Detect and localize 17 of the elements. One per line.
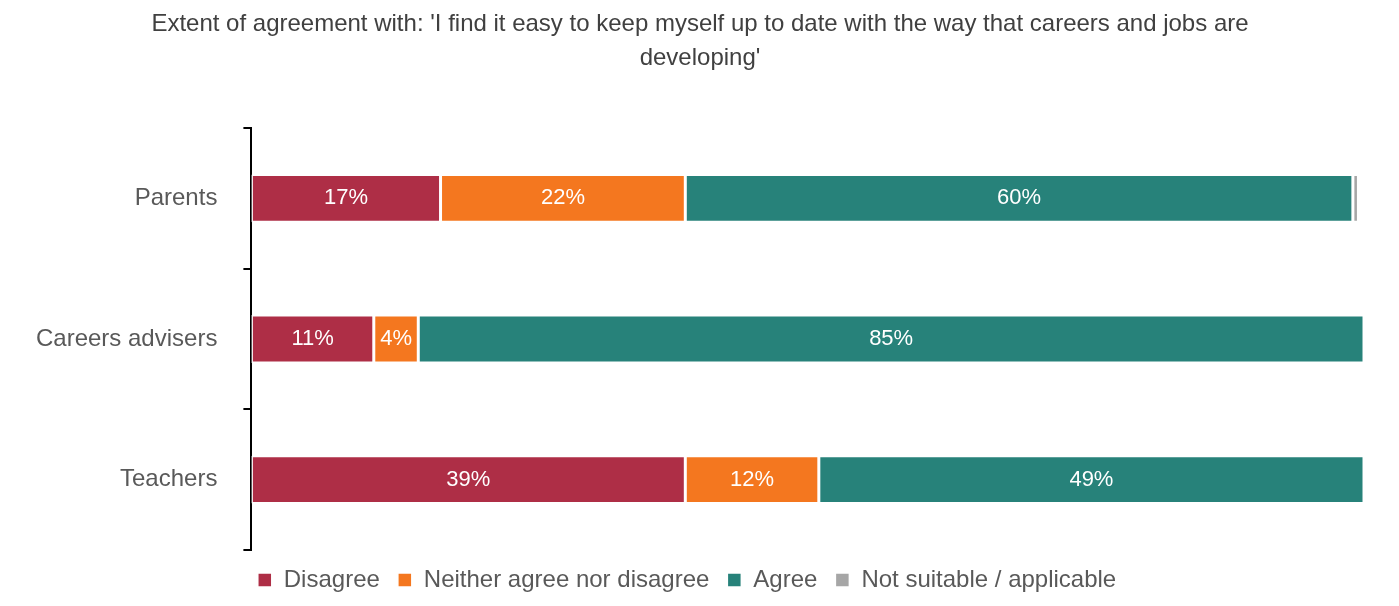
data-label: 85%: [869, 325, 914, 351]
y-tick-label: Careers advisers: [35, 323, 218, 351]
chart-title: Extent of agreement with: 'I find it easy to keep myself up to date with the way that careers and jobs are developing': [150, 8, 1250, 72]
legend-label: Neither agree nor disagree: [423, 564, 710, 592]
data-label: 39%: [446, 465, 491, 491]
y-tick-label: Parents: [134, 182, 218, 210]
data-label: 4%: [380, 325, 412, 351]
data-label: 11%: [291, 325, 334, 351]
data-label: 17%: [323, 184, 368, 210]
data-label: 22%: [540, 184, 585, 210]
legend-label: Disagree: [283, 564, 380, 592]
data-label: 49%: [1069, 465, 1114, 491]
data-label: 12%: [730, 465, 775, 491]
legend-label: Not suitable / applicable: [861, 564, 1117, 592]
y-tick-label: Teachers: [120, 464, 218, 492]
legend-label: Agree: [753, 564, 818, 592]
data-label: 60%: [997, 184, 1042, 210]
